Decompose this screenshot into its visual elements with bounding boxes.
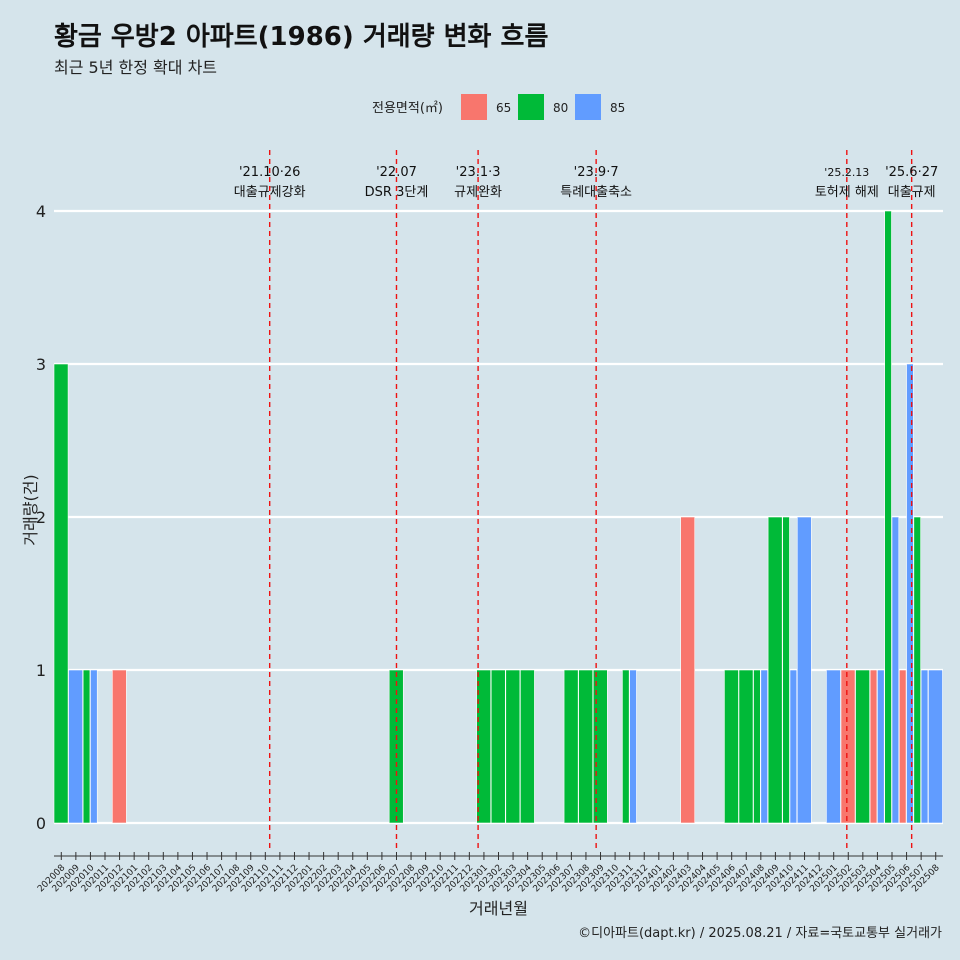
bar-80-202507 bbox=[913, 516, 921, 824]
bar-85-202410 bbox=[789, 669, 798, 824]
bar-80-202503 bbox=[855, 669, 870, 824]
y-tick-label: 1 bbox=[36, 661, 46, 680]
event-text-label: 대출규제강화 bbox=[234, 185, 306, 200]
bar-80-202303 bbox=[505, 669, 521, 824]
x-axis-title: 거래년월 bbox=[469, 899, 528, 918]
bar-85-202507 bbox=[920, 669, 929, 824]
event-date-label: '23.1·3 bbox=[456, 165, 501, 180]
legend: 전용면적(㎡) 65 80 85 bbox=[372, 94, 625, 120]
bar-85-202506 bbox=[906, 363, 914, 824]
bar-80-202311 bbox=[622, 669, 630, 824]
event-date-label: '22.07 bbox=[376, 165, 417, 180]
event-markers: '21.10·26 대출규제강화 '22.07 DSR 3단계 '23.1·3 규제완화 '… bbox=[234, 150, 938, 850]
y-tick-label: 0 bbox=[36, 814, 46, 833]
bar-80-202309 bbox=[592, 669, 608, 824]
bar-85-202501 bbox=[826, 669, 841, 824]
legend-label-80: 80 bbox=[553, 101, 568, 115]
bar-80-202307 bbox=[563, 669, 579, 824]
bar-80-202505 bbox=[884, 210, 892, 824]
bars bbox=[53, 210, 943, 824]
bar-65-202012 bbox=[111, 669, 127, 824]
event-text-label: 대출규제 bbox=[888, 185, 936, 200]
legend-swatch-65 bbox=[461, 94, 487, 120]
bar-65-202504 bbox=[869, 669, 878, 824]
x-axis: 2020082020092020102020112020122021012021… bbox=[36, 852, 943, 918]
legend-title: 전용면적(㎡) bbox=[372, 101, 443, 116]
bar-85-202504 bbox=[877, 669, 885, 824]
bar-85-202408 bbox=[760, 669, 768, 824]
bar-80-202302 bbox=[490, 669, 506, 824]
event-text-label: DSR 3단계 bbox=[365, 185, 429, 200]
event-date-label: '21.10·26 bbox=[239, 165, 300, 180]
y-tick-label: 4 bbox=[36, 202, 46, 221]
bar-85-202505 bbox=[891, 516, 900, 824]
bar-85-202009 bbox=[68, 669, 83, 824]
event-text-label: 토허제 해제 bbox=[815, 185, 879, 200]
bar-80-202408 bbox=[753, 669, 761, 824]
bar-80-202008 bbox=[53, 363, 69, 824]
bar-80-202409 bbox=[767, 516, 783, 824]
event-text-label: 규제완화 bbox=[454, 185, 502, 200]
bar-80-202308 bbox=[578, 669, 594, 824]
event-date-label: '25.2.13 bbox=[824, 166, 869, 179]
legend-swatch-85 bbox=[575, 94, 601, 120]
bar-80-202410 bbox=[782, 516, 790, 824]
bar-80-202406 bbox=[724, 669, 739, 824]
legend-label-65: 65 bbox=[496, 101, 511, 115]
bar-80-202301 bbox=[476, 669, 492, 824]
source-caption: ©디아파트(dapt.kr) / 2025.08.21 / 자료=국토교통부 실… bbox=[578, 926, 942, 941]
bar-65-202506 bbox=[898, 669, 907, 824]
bar-85-202411 bbox=[796, 516, 812, 824]
bar-80-202010 bbox=[82, 669, 91, 824]
y-axis: 0 1 2 3 4 거래량(건) bbox=[21, 202, 46, 833]
chart-title: 황금 우방2 아파트(1986) 거래량 변화 흐름 bbox=[54, 22, 549, 52]
bar-85-202508 bbox=[928, 669, 943, 824]
y-tick-label: 2 bbox=[36, 508, 46, 527]
legend-swatch-80 bbox=[518, 94, 544, 120]
event-text-label: 특례대출축소 bbox=[560, 185, 632, 200]
y-tick-label: 3 bbox=[36, 355, 46, 374]
event-date-label: '23.9·7 bbox=[574, 165, 619, 180]
legend-label-85: 85 bbox=[610, 101, 625, 115]
bar-85-202010 bbox=[90, 669, 98, 824]
bar-80-202304 bbox=[520, 669, 535, 824]
bar-80-202407 bbox=[738, 669, 754, 824]
bar-65-202403 bbox=[680, 516, 696, 824]
bar-85-202311 bbox=[629, 669, 637, 824]
event-date-label: '25.6·27 bbox=[885, 165, 938, 180]
chart-subtitle: 최근 5년 한정 확대 차트 bbox=[54, 58, 218, 77]
bar-65-202502 bbox=[840, 669, 856, 824]
y-axis-title: 거래량(건) bbox=[21, 474, 40, 545]
